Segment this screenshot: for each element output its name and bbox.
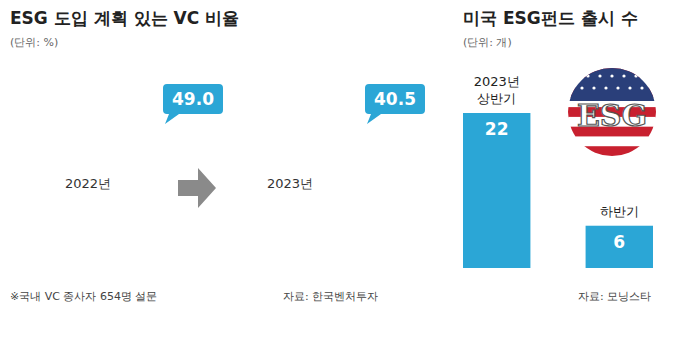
bar: [463, 113, 530, 268]
flag-star: [652, 86, 655, 89]
title: 미국 ESG펀드 출시 수: [463, 8, 638, 28]
callout-box: [163, 84, 223, 124]
subtitle: (단위: 개): [463, 36, 512, 49]
category-label: 하반기: [600, 204, 639, 219]
subtitle: (단위: %): [10, 36, 58, 49]
flag-star: [634, 74, 637, 77]
data-label: 49.0: [172, 89, 214, 109]
flag-star: [640, 86, 643, 89]
flag-star: [586, 74, 589, 77]
flag-star: [592, 86, 595, 89]
center-label: 2023년: [267, 176, 313, 191]
callout-box: [365, 84, 425, 124]
flag-stripe: [568, 146, 656, 156]
bar: [586, 226, 653, 268]
flag-star: [616, 86, 619, 89]
flag-icon: [568, 68, 656, 157]
source: 자료: 한국벤처투자: [283, 290, 378, 303]
canvas: ESG 도입 계획 있는 VC 비율 (단위: %) 2022년 49.0 2023년 4…: [0, 0, 681, 351]
flag-star: [646, 74, 649, 77]
flag-star: [628, 86, 631, 89]
flag-star: [580, 86, 583, 89]
data-label: 22: [485, 119, 509, 139]
flag-star: [622, 74, 625, 77]
center-label: 2022년: [65, 176, 111, 191]
data-label: 6: [613, 232, 625, 252]
data-label: 40.5: [374, 89, 416, 109]
flag-star: [604, 86, 607, 89]
flag-star: [598, 74, 601, 77]
icon-text: ESG: [577, 98, 647, 133]
title: ESG 도입 계획 있는 VC 비율: [10, 8, 239, 28]
flag-star: [574, 74, 577, 77]
category-label: 2023년상반기: [474, 74, 520, 106]
arrow: [178, 168, 216, 208]
note: ※국내 VC 종사자 654명 설문: [10, 290, 157, 303]
flag-stripe: [568, 136, 656, 146]
flag-canton: [568, 68, 656, 101]
bars: [463, 113, 653, 268]
flag-star: [610, 74, 613, 77]
source: 자료: 모닝스타: [578, 290, 651, 303]
